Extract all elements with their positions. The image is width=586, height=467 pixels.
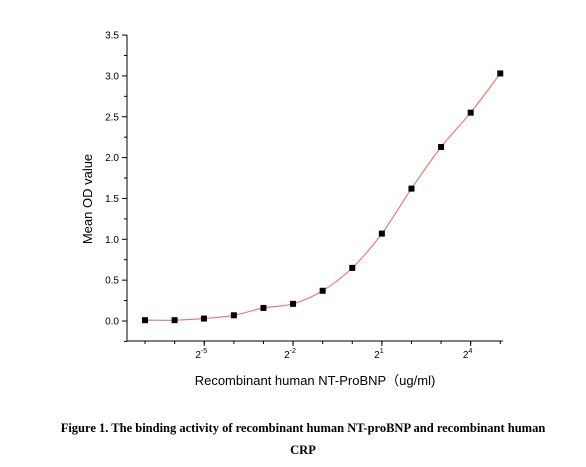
y-tick-label: 2.5 xyxy=(105,112,119,123)
y-tick-label: 3.0 xyxy=(105,71,119,82)
y-tick-label: 1.0 xyxy=(105,235,119,246)
fit-curve xyxy=(144,73,501,321)
data-point xyxy=(497,70,504,77)
data-point xyxy=(438,143,445,150)
data-point xyxy=(378,230,385,237)
x-axis-title: Recombinant human NT-ProBNP（ug/ml) xyxy=(195,373,436,388)
caption-line-2: CRP xyxy=(290,443,316,457)
chart: 0.0 0.5 1.0 1.5 2.0 2.5 3.0 3.5 2-5 2-2 21 24 Recom… xyxy=(80,31,504,388)
y-tick-label: 1.5 xyxy=(105,194,119,205)
data-point xyxy=(200,315,207,322)
x-tick-label: 2-2 xyxy=(284,348,296,361)
data-point xyxy=(260,304,267,311)
y-tick-label: 3.5 xyxy=(105,31,119,42)
data-point xyxy=(349,264,356,271)
x-tick-label: 21 xyxy=(374,348,384,361)
x-tick-label: 24 xyxy=(463,348,473,361)
data-point xyxy=(290,300,297,307)
data-point xyxy=(230,312,237,319)
y-tick-label: 2.0 xyxy=(105,153,119,164)
y-axis-title: Mean OD value xyxy=(80,154,95,244)
figure-caption: Figure 1. The binding activity of recomb… xyxy=(20,417,586,461)
data-point xyxy=(408,185,415,192)
data-points xyxy=(142,70,504,324)
data-point xyxy=(467,109,474,116)
data-point xyxy=(142,317,148,324)
data-point xyxy=(319,287,326,294)
y-tick-label: 0.5 xyxy=(105,276,119,287)
x-tick-label: 2-5 xyxy=(195,348,207,361)
axes: 0.0 0.5 1.0 1.5 2.0 2.5 3.0 3.5 2-5 2-2 21 24 xyxy=(105,31,503,361)
data-point xyxy=(171,317,178,324)
y-tick-label: 0.0 xyxy=(105,317,119,328)
caption-line-1: Figure 1. The binding activity of recomb… xyxy=(60,421,546,435)
